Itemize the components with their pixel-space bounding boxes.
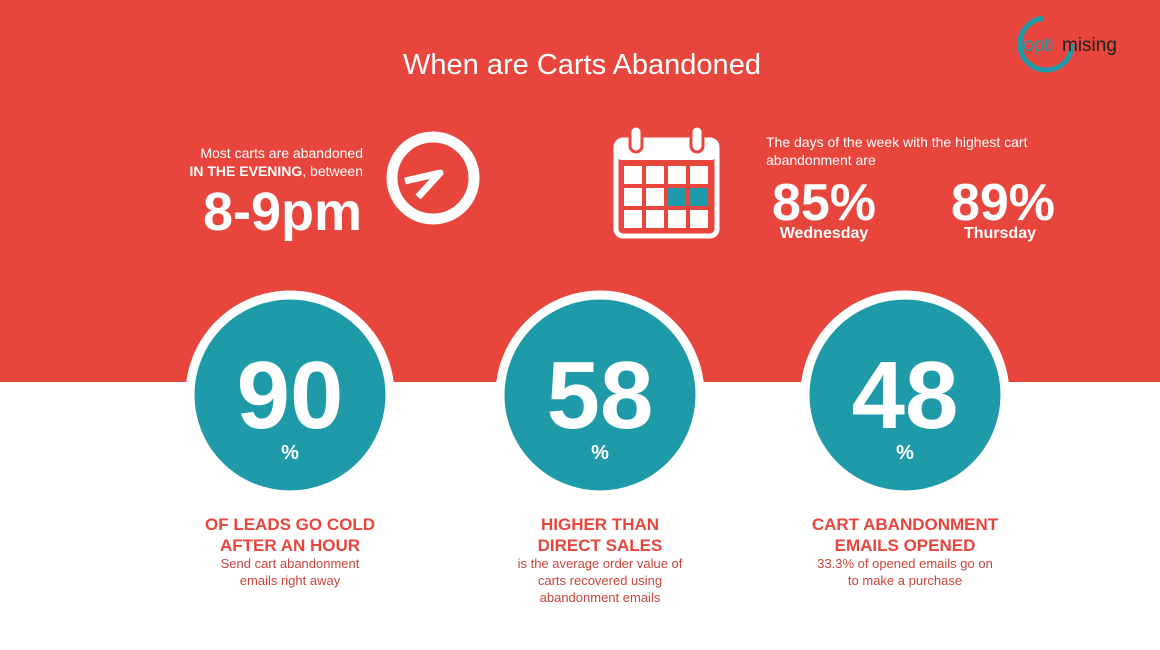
clock-ring [386, 131, 480, 225]
days-line: abandonment are [766, 152, 876, 168]
clock-icon [386, 131, 480, 225]
day-stat-day: Thursday [964, 225, 1036, 242]
logo-ring [1017, 15, 1075, 73]
stat-number: 90 [237, 342, 344, 449]
stat-body: emails right away [240, 573, 341, 588]
clock-hand [404, 169, 444, 200]
stat-body: is the average order value of [518, 556, 683, 571]
title: When are Carts Abandoned [403, 49, 761, 81]
stat-heading: HIGHER THAN [541, 515, 659, 534]
logo-part1: opti [1023, 35, 1054, 56]
calendar-icon [613, 124, 720, 239]
logo-part2: mising [1062, 35, 1117, 56]
day-stat-value: 85% [772, 174, 876, 232]
calendar-cell [690, 166, 708, 184]
calendar-cell [668, 166, 686, 184]
stat-body: abandonment emails [540, 590, 661, 605]
stat-heading: CART ABANDONMENT [812, 515, 999, 534]
calendar-cell [668, 210, 686, 228]
stat-number: 48 [852, 342, 959, 449]
evening-rest: , between [302, 163, 363, 179]
calendar-cell [646, 166, 664, 184]
stat-heading: AFTER AN HOUR [220, 536, 360, 555]
evening-line2: IN THE EVENING, between [189, 163, 363, 179]
stat-heading: DIRECT SALES [538, 536, 663, 555]
calendar-cell [646, 188, 664, 206]
stat-circle [185, 290, 395, 500]
stat-number: 58 [547, 342, 654, 449]
day-stat-value: 89% [951, 174, 1055, 232]
stat-circle [495, 290, 705, 500]
stat-body: Send cart abandonment [221, 556, 360, 571]
stat-unit: % [896, 442, 914, 464]
calendar-cell [624, 166, 642, 184]
stat-body: to make a purchase [848, 573, 962, 588]
calendar-cell [624, 210, 642, 228]
logo: opti mising [1017, 15, 1117, 73]
stat-circle [800, 290, 1010, 500]
calendar-ring [628, 124, 644, 154]
evening-time: 8-9pm [203, 182, 362, 242]
stat-heading: OF LEADS GO COLD [205, 515, 375, 534]
evening-emphasis: IN THE EVENING [189, 163, 302, 179]
stat-unit: % [281, 442, 299, 464]
calendar-cell [690, 210, 708, 228]
calendar-cell [690, 188, 708, 206]
stat-body: 33.3% of opened emails go on [817, 556, 993, 571]
day-stat-day: Wednesday [780, 225, 869, 242]
stat-body: carts recovered using [538, 573, 662, 588]
stat-heading: EMAILS OPENED [835, 536, 976, 555]
calendar-cell [646, 210, 664, 228]
evening-line1: Most carts are abandoned [200, 145, 363, 161]
stat-unit: % [591, 442, 609, 464]
days-line: The days of the week with the highest ca… [766, 134, 1028, 150]
calendar-cell [668, 188, 686, 206]
calendar-cell [624, 188, 642, 206]
calendar-ring [689, 124, 705, 154]
